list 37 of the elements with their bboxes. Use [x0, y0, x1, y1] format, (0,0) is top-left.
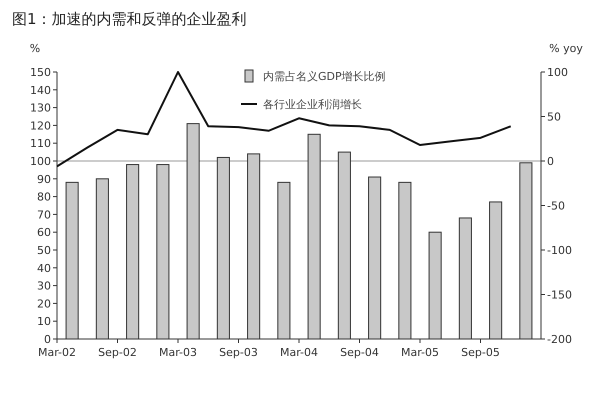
y-tick-label: 90	[37, 172, 51, 186]
y-tick-label: 40	[37, 262, 51, 275]
x-tick-label: Mar-05	[400, 346, 440, 359]
x-tick-label: Sep-05	[461, 346, 500, 359]
y-tick-label: 80	[37, 190, 51, 204]
y-tick-label: 110	[30, 137, 51, 150]
y2-tick-label: 0	[547, 155, 554, 168]
y2-tick-label: -100	[547, 244, 572, 257]
x-tick-label: Mar-04	[280, 346, 318, 359]
x-tick-label: Sep-02	[98, 346, 137, 359]
x-tick-label: Sep-03	[219, 346, 258, 359]
y-tick-label: 60	[37, 226, 51, 240]
y-tick-label: 140	[30, 84, 51, 97]
x-tick-label: Mar-02	[38, 346, 76, 359]
line-series	[56, 71, 512, 168]
y-tick-label: 100	[30, 155, 51, 168]
y2-tick-label: -150	[547, 288, 572, 302]
y-tick-label: 150	[30, 66, 51, 79]
y-axis-title: %	[30, 42, 40, 55]
y-tick-label: 30	[37, 280, 51, 293]
y-tick-label: 50	[37, 244, 51, 257]
y2-axis-title: % yoy	[549, 42, 584, 55]
y-tick-label: 70	[37, 208, 51, 222]
y-tick-label: 0	[44, 333, 51, 346]
y2-tick-label: 100	[547, 66, 568, 79]
chart-title: 图1：加速的内需和反弹的企业盈利	[12, 10, 247, 28]
y2-tick-label: -200	[547, 333, 572, 346]
y-tick-label: 130	[30, 102, 51, 115]
x-tick-label: Sep-04	[340, 346, 379, 359]
y2-tick-label: 50	[547, 110, 561, 124]
legend-label: 内需占名义GDP增长比例	[263, 70, 386, 83]
y-tick-label: 120	[30, 119, 51, 132]
legend-label: 各行业企业利润增长	[263, 98, 362, 111]
y-tick-label: 10	[37, 315, 51, 328]
y-tick-label: 20	[37, 297, 51, 310]
x-tick-label: Mar-03	[158, 346, 198, 359]
y2-tick-label: -50	[547, 200, 565, 212]
